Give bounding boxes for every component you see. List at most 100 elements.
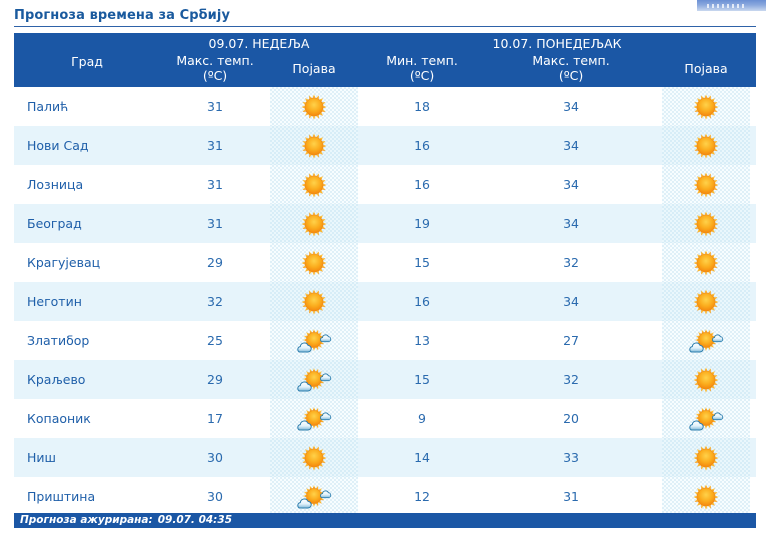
cell-sunday-condition [270,360,359,399]
day-group-row: Град 09.07. НЕДЕЉА 10.07. ПОНЕДЕЉАК [14,33,757,87]
table-row: Београд 31 19 34 [14,204,757,243]
weather-forecast-table: Град 09.07. НЕДЕЉА 10.07. ПОНЕДЕЉАК Макс… [14,33,757,516]
cell-city: Нови Сад [14,126,160,165]
partly-cloudy-icon [270,360,358,399]
sunny-icon [270,87,358,126]
column-header-city: Град [14,33,160,87]
sunny-icon-svg [693,445,719,470]
cell-sunday-max-temp: 29 [160,243,270,282]
cell-sunday-max-temp: 31 [160,87,270,126]
partly-cloudy-icon [270,477,358,516]
cell-monday-max-temp: 32 [486,243,657,282]
sunny-icon-svg [693,94,719,119]
sunny-icon-svg [693,133,719,158]
cell-city: Крагујевац [14,243,160,282]
cell-monday-condition [656,360,757,399]
sunny-icon-svg [301,445,327,470]
cell-monday-max-temp: 33 [486,438,657,477]
cell-sunday-max-temp: 25 [160,321,270,360]
table-row: Приштина 30 12 31 [14,477,757,516]
sunny-icon [662,243,751,282]
cell-monday-max-temp: 20 [486,399,657,438]
table-row: Палић 31 18 34 [14,87,757,126]
sunny-icon [662,438,751,477]
table-row: Краљево 29 15 32 [14,360,757,399]
header-text: Мин. темп. [386,53,458,68]
cell-sunday-condition [270,87,359,126]
page-title: Прогноза времена за Србију [14,8,231,23]
table-row: Неготин 32 16 34 [14,282,757,321]
cell-monday-max-temp: 34 [486,282,657,321]
cell-monday-max-temp: 34 [486,165,657,204]
sunny-icon [662,165,751,204]
header-unit: (ºC) [202,68,228,83]
column-header-monday-max: Макс. темп. (ºC) [486,52,657,87]
cell-monday-condition [656,321,757,360]
table-row: Нови Сад 31 16 34 [14,126,757,165]
cell-monday-max-temp: 31 [486,477,657,516]
cell-monday-condition [656,87,757,126]
table-header: Град 09.07. НЕДЕЉА 10.07. ПОНЕДЕЉАК Макс… [14,33,757,87]
sunny-icon-svg [301,133,327,158]
cell-monday-min-temp: 18 [358,87,487,126]
cell-monday-condition [656,204,757,243]
cell-sunday-condition [270,438,359,477]
sunny-icon [662,204,751,243]
sunny-icon [662,477,751,516]
table-row: Копаоник 17 9 20 [14,399,757,438]
column-header-monday-min: Мин. темп. (ºC) [358,52,487,87]
cell-monday-condition [656,126,757,165]
sunny-icon-svg [301,172,327,197]
partly-cloudy-icon-svg [297,367,332,391]
cell-monday-min-temp: 16 [358,126,487,165]
sunny-icon [270,204,358,243]
sunny-icon [270,165,358,204]
cell-sunday-max-temp: 31 [160,165,270,204]
cell-monday-min-temp: 12 [358,477,487,516]
cell-monday-max-temp: 27 [486,321,657,360]
partly-cloudy-icon-svg [297,484,332,508]
cell-monday-max-temp: 34 [486,204,657,243]
cell-sunday-max-temp: 30 [160,438,270,477]
partly-cloudy-icon [662,321,751,360]
header-unit: (ºC) [409,68,435,83]
table-row: Ниш 30 14 33 [14,438,757,477]
column-header-row: Макс. темп. (ºC) Појава Мин. темп. (ºC) … [14,52,757,87]
cell-monday-max-temp: 34 [486,87,657,126]
cell-sunday-condition [270,204,359,243]
sunny-icon-svg [693,250,719,275]
cell-sunday-condition [270,243,359,282]
cell-monday-max-temp: 32 [486,360,657,399]
top-banner-fragment [697,0,766,11]
forecast-updated-label: Прогноза ажурирана: [20,514,153,526]
sunny-icon-svg [693,211,719,236]
column-header-sunday-max: Макс. темп. (ºC) [160,52,270,87]
sunny-icon [662,126,751,165]
cell-sunday-max-temp: 31 [160,204,270,243]
cell-city: Ниш [14,438,160,477]
cell-monday-min-temp: 14 [358,438,487,477]
cell-city: Палић [14,87,160,126]
title-divider [14,26,756,27]
banner-texture [707,4,747,8]
cell-monday-condition [656,243,757,282]
header-text: Макс. темп. [176,53,254,68]
cell-monday-condition [656,165,757,204]
cell-city: Копаоник [14,399,160,438]
cell-monday-condition [656,399,757,438]
sunny-icon-svg [693,289,719,314]
sunny-icon [270,243,358,282]
sunny-icon [270,282,358,321]
cell-sunday-condition [270,282,359,321]
cell-monday-condition [656,477,757,516]
sunny-icon [270,126,358,165]
cell-city: Лозница [14,165,160,204]
cell-monday-condition [656,282,757,321]
cell-monday-min-temp: 16 [358,165,487,204]
sunny-icon-svg [301,211,327,236]
sunny-icon-svg [301,289,327,314]
partly-cloudy-icon-svg [297,328,332,352]
cell-sunday-max-temp: 32 [160,282,270,321]
partly-cloudy-icon-svg [689,328,724,352]
cell-sunday-condition [270,399,359,438]
